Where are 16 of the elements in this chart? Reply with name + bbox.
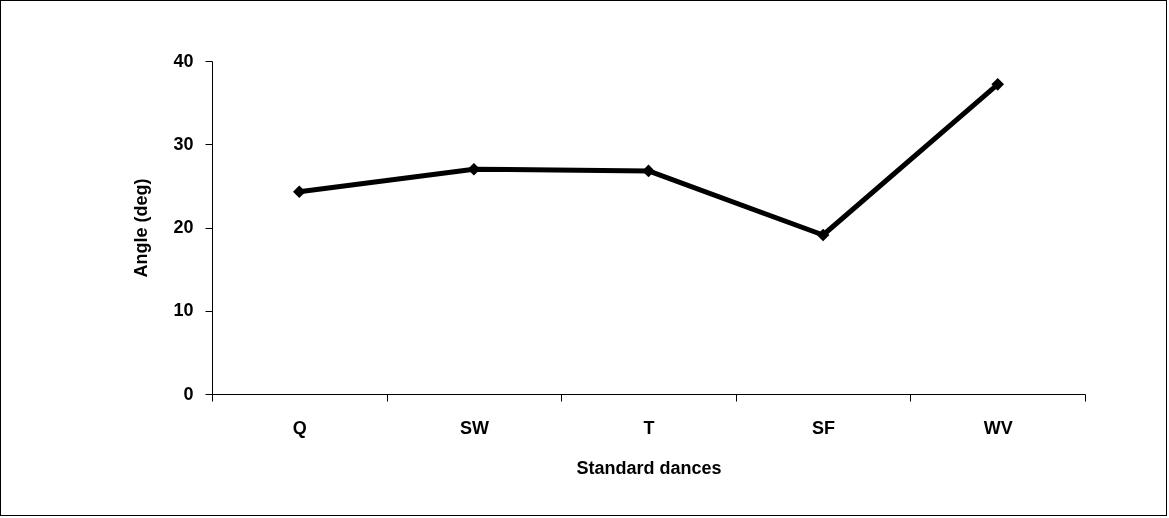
point xyxy=(991,77,1005,91)
x-tick-label: SF xyxy=(812,417,836,438)
y-tick-label: 0 xyxy=(183,383,194,404)
x-axis-title: Standard dances xyxy=(576,457,722,478)
x-tick-label: WV xyxy=(983,417,1013,438)
point xyxy=(642,164,655,178)
y-axis-title: Angle (deg) xyxy=(131,178,152,278)
point xyxy=(292,185,306,199)
y-tick-label: 30 xyxy=(173,133,194,154)
x-tick-label: Q xyxy=(292,417,307,438)
y-tick-label: 20 xyxy=(173,217,194,237)
y-tick-label: 10 xyxy=(173,300,194,321)
y-tick-label: 40 xyxy=(173,50,194,71)
x-tick-label: T xyxy=(643,417,655,438)
x-tick-label: SW xyxy=(459,417,489,438)
point xyxy=(816,228,830,242)
